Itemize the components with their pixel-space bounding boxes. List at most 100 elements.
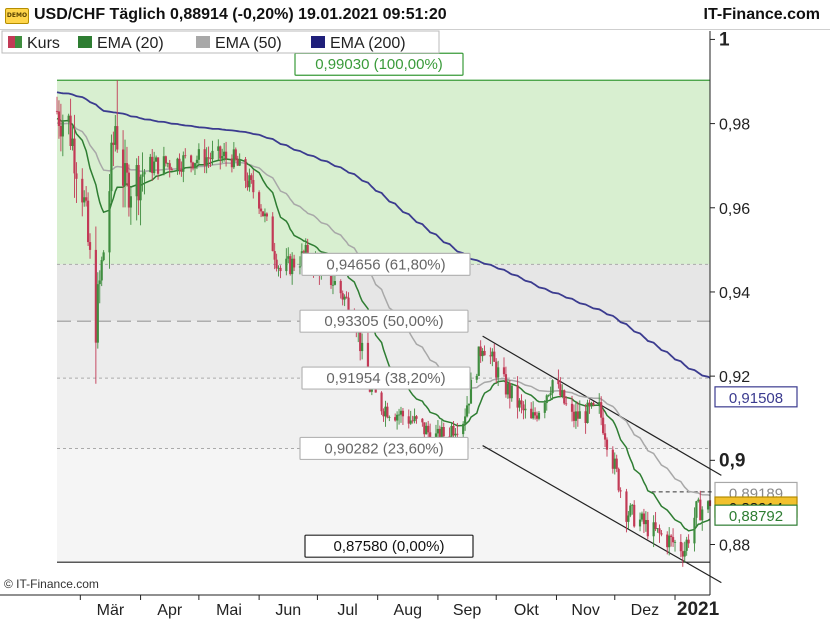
candle	[88, 233, 92, 259]
legend-item[interactable]: Kurs	[8, 35, 60, 52]
candle	[602, 409, 605, 436]
candle	[520, 394, 523, 414]
candle	[603, 424, 607, 448]
candle	[701, 506, 704, 531]
candle	[415, 415, 418, 424]
candle	[598, 393, 601, 414]
candle	[69, 98, 72, 150]
candle	[613, 452, 616, 475]
brand-name: IT-Finance.com	[703, 6, 820, 23]
x-tick-label: Mai	[216, 602, 242, 619]
candle	[219, 145, 222, 170]
candle	[611, 446, 614, 474]
candle	[184, 148, 187, 159]
candle	[452, 420, 455, 440]
legend-item[interactable]: EMA (200)	[311, 35, 406, 52]
price-tag: 0,88792	[714, 504, 798, 526]
candle	[197, 143, 200, 165]
fib-label: 0,87580 (0,00%)	[304, 534, 474, 558]
candle	[673, 539, 677, 552]
candle	[522, 401, 525, 420]
candle	[153, 151, 156, 176]
x-tick-label: Dez	[631, 602, 659, 619]
candle	[293, 254, 296, 272]
candle	[345, 291, 348, 299]
candle	[524, 399, 527, 419]
y-tick-label: 1	[719, 29, 730, 50]
candle	[81, 168, 84, 217]
candle	[57, 100, 61, 139]
candle	[401, 408, 405, 425]
candle	[666, 531, 669, 555]
candle	[238, 153, 241, 167]
candle	[217, 139, 220, 161]
candle	[182, 151, 185, 183]
candle	[683, 541, 686, 563]
candle	[203, 139, 206, 174]
candle	[493, 343, 496, 362]
candle	[234, 147, 237, 162]
svg-text:0,91508: 0,91508	[729, 390, 783, 407]
candle	[143, 168, 146, 195]
candle	[495, 358, 498, 384]
candle	[258, 190, 261, 214]
svg-text:0,88792: 0,88792	[729, 508, 783, 525]
candle	[518, 398, 521, 412]
candle	[180, 161, 183, 177]
fib-label: 0,90282 (23,60%)	[299, 436, 469, 461]
candle	[572, 404, 576, 428]
candle	[246, 172, 249, 191]
candle	[209, 152, 212, 167]
svg-text:EMA (200): EMA (200)	[330, 35, 406, 52]
fib-label: 0,93305 (50,00%)	[299, 309, 469, 333]
x-tick-label: Jun	[275, 602, 301, 619]
candle	[600, 396, 603, 426]
svg-text:0,90282 (23,60%): 0,90282 (23,60%)	[324, 440, 443, 457]
candle	[679, 534, 682, 558]
y-tick-label: 0,9	[719, 450, 745, 471]
candle	[102, 250, 105, 262]
candle	[207, 146, 210, 169]
candle	[502, 357, 506, 377]
y-tick-label: 0,98	[719, 117, 750, 134]
candle	[633, 500, 636, 528]
candle	[545, 394, 548, 411]
candle	[687, 534, 690, 548]
candle	[252, 170, 255, 199]
candle	[640, 511, 644, 522]
candle	[223, 143, 226, 162]
candle	[59, 103, 62, 152]
candle	[489, 347, 492, 365]
candle	[477, 346, 480, 377]
candle	[681, 542, 684, 567]
fib-label: 0,99030 (100,00%)	[294, 52, 464, 76]
candle	[71, 126, 74, 151]
candle	[110, 134, 113, 203]
candle	[467, 403, 471, 414]
svg-text:0,99030 (100,00%): 0,99030 (100,00%)	[315, 56, 443, 73]
candle	[341, 290, 344, 306]
candle	[164, 155, 167, 167]
channel-lower-line	[482, 445, 722, 584]
candle	[100, 256, 103, 287]
candle	[464, 408, 467, 431]
legend-item[interactable]: EMA (20)	[78, 35, 164, 52]
candle	[563, 389, 566, 405]
candle	[168, 159, 171, 178]
candle	[668, 527, 671, 556]
candle	[339, 279, 342, 299]
svg-text:0,93305 (50,00%): 0,93305 (50,00%)	[324, 313, 443, 330]
candle	[248, 168, 251, 192]
candle	[382, 408, 385, 422]
svg-text:EMA (20): EMA (20)	[97, 35, 164, 52]
candle	[277, 265, 280, 277]
candle	[261, 211, 265, 217]
candle	[547, 394, 550, 398]
candle	[191, 161, 195, 171]
candle	[275, 253, 278, 272]
candle	[652, 515, 655, 548]
candle	[396, 411, 399, 430]
legend-item[interactable]: EMA (50)	[196, 35, 282, 52]
candle	[475, 373, 478, 383]
